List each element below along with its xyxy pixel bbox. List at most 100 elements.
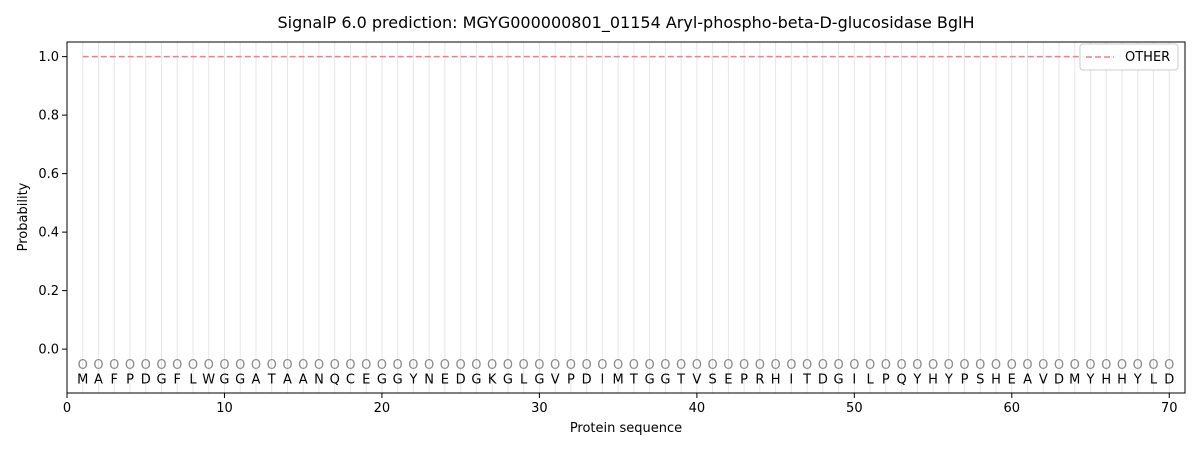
residue-label: S: [708, 372, 716, 387]
state-label: O: [78, 358, 88, 373]
residue-label: G: [534, 372, 544, 387]
state-label: O: [1007, 358, 1017, 373]
residue-label: K: [488, 372, 497, 387]
state-label: O: [519, 358, 529, 373]
residue-label: A: [299, 372, 308, 387]
residue-label: A: [252, 372, 261, 387]
y-axis-label: Probability: [16, 182, 31, 251]
state-label: O: [314, 358, 324, 373]
chart-title: SignalP 6.0 prediction: MGYG000000801_01…: [277, 13, 974, 33]
state-label: O: [393, 358, 403, 373]
state-label: O: [156, 358, 166, 373]
residue-label: T: [267, 372, 276, 387]
residue-label: D: [141, 372, 151, 387]
state-label: O: [377, 358, 387, 373]
state-label: O: [566, 358, 576, 373]
state-label: O: [645, 358, 655, 373]
state-label: O: [582, 358, 592, 373]
residue-label: G: [834, 372, 844, 387]
x-tick-label: 50: [846, 401, 863, 416]
x-tick-label: 20: [374, 401, 391, 416]
state-label: O: [1164, 358, 1174, 373]
residue-label: M: [1069, 372, 1080, 387]
residue-label: D: [456, 372, 466, 387]
residue-label: I: [852, 372, 856, 387]
y-tick-label: 0.6: [38, 167, 59, 182]
residue-label: G: [660, 372, 670, 387]
plot-frame: [66, 41, 1186, 394]
residue-label: L: [866, 372, 874, 387]
state-label: O: [440, 358, 450, 373]
residue-label: G: [219, 372, 229, 387]
state-label: O: [865, 358, 875, 373]
residue-label: P: [882, 372, 890, 387]
state-label: O: [928, 358, 938, 373]
residue-label: Q: [896, 372, 906, 387]
residue-label: D: [1164, 372, 1174, 387]
state-label: O: [424, 358, 434, 373]
x-tick-label: 60: [1004, 401, 1021, 416]
legend-box: [1079, 43, 1179, 71]
residue-label: H: [771, 372, 781, 387]
residue-label: N: [314, 372, 324, 387]
state-label: O: [1054, 358, 1064, 373]
y-tick-label: 0.2: [38, 284, 59, 299]
state-label: O: [944, 358, 954, 373]
state-label: O: [1117, 358, 1127, 373]
residue-label: A: [94, 372, 103, 387]
residue-label: L: [189, 372, 197, 387]
state-label: O: [833, 358, 843, 373]
y-tick-label: 1.0: [38, 50, 59, 65]
state-label: O: [534, 358, 544, 373]
state-label: O: [282, 358, 292, 373]
state-label: O: [660, 358, 670, 373]
state-label: O: [487, 358, 497, 373]
state-label: O: [235, 358, 245, 373]
residue-label: H: [991, 372, 1001, 387]
residue-label: I: [789, 372, 793, 387]
residue-label: M: [77, 372, 88, 387]
residue-label: M: [613, 372, 624, 387]
residue-label: H: [1101, 372, 1111, 387]
residue-label: E: [362, 372, 370, 387]
state-label: O: [692, 358, 702, 373]
residue-label: G: [645, 372, 655, 387]
residue-label: Q: [330, 372, 340, 387]
state-label: O: [456, 358, 466, 373]
residue-label: F: [173, 372, 180, 387]
state-label: O: [755, 358, 765, 373]
state-label: O: [896, 358, 906, 373]
state-label: O: [141, 358, 151, 373]
state-label: O: [739, 358, 749, 373]
residue-label: D: [582, 372, 592, 387]
residue-label: Y: [944, 372, 953, 387]
state-label: O: [330, 358, 340, 373]
residue-label: G: [377, 372, 387, 387]
residue-label: T: [676, 372, 685, 387]
x-tick-label: 70: [1161, 401, 1178, 416]
state-label: O: [550, 358, 560, 373]
x-tick-label: 0: [63, 401, 71, 416]
residue-label: D: [818, 372, 828, 387]
x-tick-label: 30: [531, 401, 548, 416]
residue-label: V: [1039, 372, 1048, 387]
state-label: O: [172, 358, 182, 373]
residue-label: P: [961, 372, 969, 387]
y-tick-label: 0.0: [38, 343, 59, 358]
state-label: O: [707, 358, 717, 373]
residue-label: G: [235, 372, 245, 387]
state-label: O: [597, 358, 607, 373]
residue-label: S: [976, 372, 984, 387]
state-label: O: [251, 358, 261, 373]
y-axis-ticks: 0.0 0.2 0.4 0.6 0.8 1.0: [38, 50, 67, 358]
residue-label: G: [471, 372, 481, 387]
state-label: O: [267, 358, 277, 373]
residue-label: E: [724, 372, 732, 387]
residue-label: Y: [408, 372, 417, 387]
residue-layer: OMOAOFOPODOGOFOLOWOGOGOAOTOAOAONOQOCOEOG…: [77, 358, 1174, 388]
residue-label: R: [755, 372, 764, 387]
state-label: O: [1085, 358, 1095, 373]
state-label: O: [503, 358, 513, 373]
state-label: O: [204, 358, 214, 373]
